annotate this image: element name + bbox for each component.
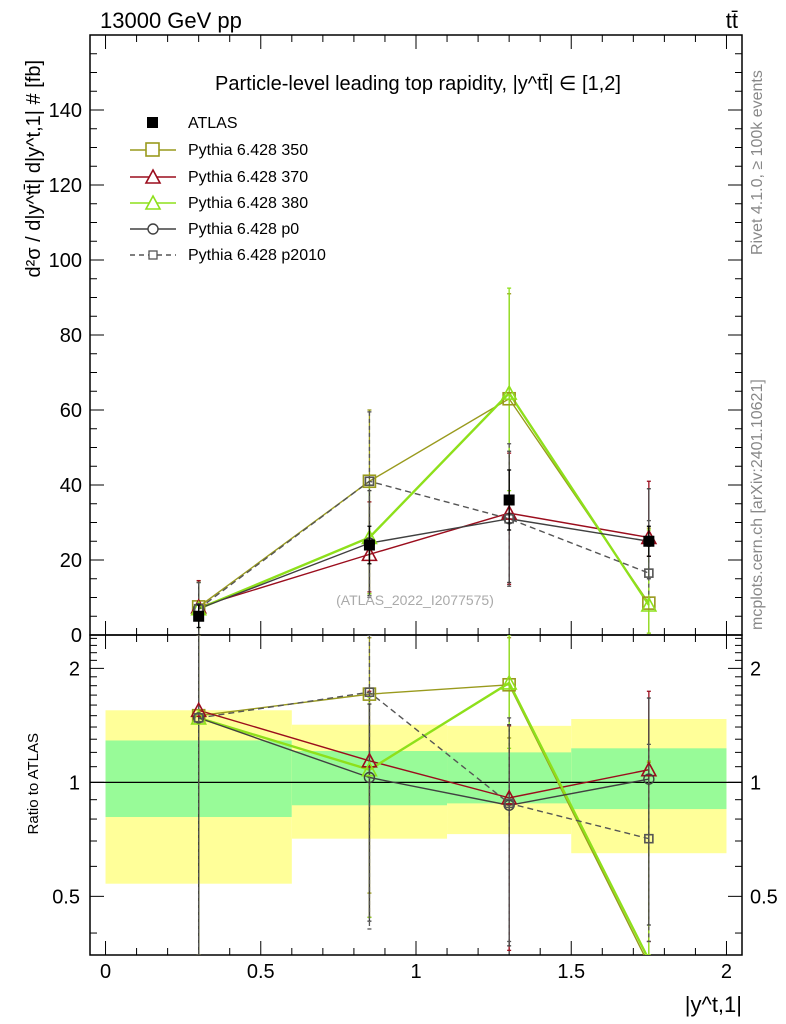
analysis-watermark: (ATLAS_2022_I2077575) <box>336 592 494 608</box>
series-point-pythia-6-428-350 <box>362 474 377 489</box>
ratio-frame <box>89 634 743 956</box>
ratio-point-pythia-6-428-380 <box>500 674 518 690</box>
ratio-y-tick-label: 1 <box>69 772 80 794</box>
series-point-pythia-6-428-380 <box>640 596 658 612</box>
rivet-label: Rivet 4.1.0, ≥ 100k events <box>749 70 766 255</box>
ratio-point-pythia-6-428-370 <box>190 701 208 718</box>
ratio-y-tick-label: 0.5 <box>52 886 80 908</box>
x-tick-label: 2 <box>721 961 732 983</box>
legend: ATLAS Pythia 6.428 350 Pythia 6.428 370 … <box>130 115 326 264</box>
ratio-panel: 0 0.5 1 1.5 2 0.5 0.5 1 1 2 2 <box>52 634 778 983</box>
ratio-point-pythia-6-428-p2010 <box>193 713 204 723</box>
legend-370-label: Pythia 6.428 370 <box>188 169 308 186</box>
x-tick-label: 0.5 <box>247 961 275 983</box>
x-axis-label: |y^t,1| <box>685 992 742 1017</box>
y-tick-label: 0 <box>71 625 82 647</box>
atlas-point <box>363 539 375 551</box>
x-tick-label: 0 <box>100 961 111 983</box>
y-axis-label: d²σ / d|y^tt̄| d|y^t,1| # [fb] <box>23 60 45 278</box>
x-tick-label: 1.5 <box>557 961 585 983</box>
ratio-series-group <box>190 635 658 955</box>
legend-380-label: Pythia 6.428 380 <box>188 195 308 212</box>
series-point-pythia-6-428-p2010 <box>644 568 654 578</box>
ratio-point-pythia-6-428-p0 <box>363 771 376 784</box>
ratio-line-pythia-6-428-350 <box>198 684 645 955</box>
atlas-point <box>193 610 205 622</box>
ratio-point-pythia-6-428-380 <box>361 761 378 777</box>
main-panel: 0 20 40 60 80 100 120 140 <box>49 34 743 955</box>
legend-350-label: Pythia 6.428 350 <box>188 142 308 159</box>
ratio-point-pythia-6-428-370 <box>640 761 658 777</box>
atlas-point <box>503 494 515 506</box>
ratio-line-pythia-6-428-370 <box>198 709 649 799</box>
mcplots-label: mcplots.cern.ch [arXiv:2401.10621] <box>749 379 766 630</box>
ratio-y-tick-label-right: 2 <box>750 658 761 680</box>
legend-atlas-marker <box>147 117 158 128</box>
legend-p2010-label: Pythia 6.428 p2010 <box>188 247 326 264</box>
y-tick-label: 60 <box>60 400 82 422</box>
y-tick-label: 100 <box>49 250 82 272</box>
ratio-point-pythia-6-428-p0 <box>643 773 655 785</box>
legend-350-marker <box>145 142 160 157</box>
ratio-point-pythia-6-428-370 <box>500 789 518 805</box>
ratio-point-pythia-6-428-p2010 <box>644 833 654 844</box>
atlas-point <box>643 535 655 547</box>
y-tick-label: 80 <box>60 325 82 347</box>
legend-370-marker <box>144 168 162 184</box>
legend-p0-label: Pythia 6.428 p0 <box>188 221 299 238</box>
legend-atlas-label: ATLAS <box>188 115 238 132</box>
series-line-pythia-6-428-380 <box>198 391 650 610</box>
legend-380-marker <box>144 194 162 210</box>
ratio-point-pythia-6-428-p0 <box>503 799 515 811</box>
y-tick-label: 20 <box>60 550 82 572</box>
x-tick-label: 1 <box>410 961 421 983</box>
legend-p2010-marker <box>148 250 158 260</box>
ratio-point-pythia-6-428-350 <box>502 677 516 692</box>
legend-p0-marker <box>147 223 159 235</box>
ratio-point-pythia-6-428-p0 <box>192 712 205 724</box>
series-line-pythia-6-428-p2010 <box>198 480 650 610</box>
ratio-y-tick-label-right: 0.5 <box>750 886 778 908</box>
chart-title: Particle-level leading top rapidity, |y^… <box>215 73 621 95</box>
header-energy: 13000 GeV pp <box>100 8 242 33</box>
series-point-pythia-6-428-p2010 <box>364 476 375 487</box>
ratio-point-pythia-6-428-p2010 <box>504 798 514 809</box>
series-line-pythia-6-428-p0 <box>198 518 649 610</box>
y-tick-label: 120 <box>49 175 82 197</box>
ratio-point-pythia-6-428-p2010 <box>364 687 375 698</box>
ratio-y-tick-label: 2 <box>69 658 80 680</box>
y-tick-label: 40 <box>60 475 82 497</box>
ratio-point-pythia-6-428-370 <box>361 752 378 768</box>
ratio-line-pythia-6-428-p0 <box>198 717 649 806</box>
ratio-y-tick-label-right: 1 <box>750 772 761 794</box>
header-process: tt̄ <box>726 8 738 33</box>
y-tick-label: 140 <box>49 100 82 122</box>
ratio-line-pythia-6-428-p2010 <box>198 691 650 840</box>
ratio-y-axis-label: Ratio to ATLAS <box>25 733 42 834</box>
series-line-pythia-6-428-370 <box>198 512 649 608</box>
series-point-pythia-6-428-380 <box>500 384 518 400</box>
